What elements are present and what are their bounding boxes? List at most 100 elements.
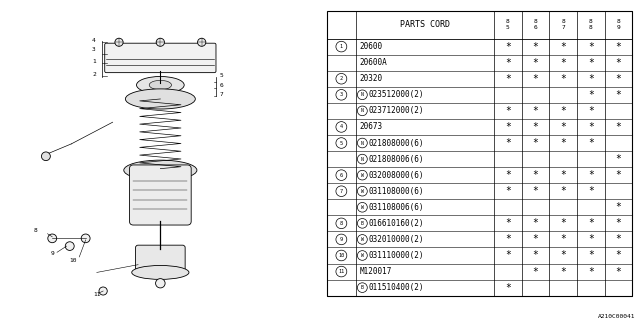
Text: *: * [616,235,621,244]
Text: 032010000(2): 032010000(2) [369,235,424,244]
Text: *: * [588,235,594,244]
Circle shape [198,38,206,46]
Text: 11: 11 [93,292,101,297]
Text: W: W [361,173,364,178]
Text: *: * [616,122,621,132]
Text: *: * [588,186,594,196]
Text: *: * [616,202,621,212]
Text: *: * [588,251,594,260]
Text: *: * [616,74,621,84]
Text: *: * [560,235,566,244]
Text: *: * [560,251,566,260]
Text: *: * [505,122,511,132]
Text: *: * [505,251,511,260]
Text: 8
6: 8 6 [534,20,538,30]
Text: N: N [361,156,364,162]
Ellipse shape [132,266,189,279]
Text: 6: 6 [340,173,343,178]
Text: 2: 2 [340,76,343,81]
FancyBboxPatch shape [129,165,191,225]
Text: 016610160(2): 016610160(2) [369,219,424,228]
Text: *: * [616,218,621,228]
Text: 8
8: 8 8 [589,20,593,30]
Text: *: * [560,218,566,228]
Text: 10: 10 [338,253,344,258]
Text: B: B [361,221,364,226]
Circle shape [48,234,57,243]
Text: N: N [361,108,364,113]
Text: *: * [616,154,621,164]
Text: 3: 3 [92,47,96,52]
Text: 8: 8 [33,228,37,233]
Text: *: * [532,218,538,228]
Text: *: * [588,267,594,276]
Ellipse shape [124,160,197,180]
Text: *: * [616,42,621,52]
Text: *: * [532,42,538,52]
Circle shape [156,279,165,288]
Text: 4: 4 [92,38,96,43]
FancyBboxPatch shape [105,43,216,73]
Circle shape [42,152,51,161]
Text: 6: 6 [219,83,223,88]
Circle shape [99,287,108,295]
Text: *: * [588,122,594,132]
Text: N: N [361,140,364,146]
Text: *: * [532,267,538,276]
Text: 023512000(2): 023512000(2) [369,90,424,99]
Text: W: W [361,253,364,258]
Text: 9: 9 [51,252,54,256]
Text: 3: 3 [340,92,343,97]
Text: 8: 8 [340,221,343,226]
Text: *: * [505,170,511,180]
Text: 1: 1 [340,44,343,49]
Text: *: * [532,74,538,84]
Text: W: W [361,189,364,194]
Text: 023712000(2): 023712000(2) [369,106,424,116]
Text: *: * [588,42,594,52]
Text: 5: 5 [340,140,343,146]
Text: *: * [616,267,621,276]
Text: 20320: 20320 [360,74,383,83]
Text: 11: 11 [338,269,344,274]
Text: *: * [532,251,538,260]
Text: *: * [505,235,511,244]
Text: 031110000(2): 031110000(2) [369,251,424,260]
Text: *: * [532,235,538,244]
Text: *: * [616,170,621,180]
Text: 4: 4 [340,124,343,129]
Text: *: * [616,251,621,260]
Text: 20600A: 20600A [360,58,388,67]
Text: 5: 5 [219,73,223,78]
Text: B: B [361,285,364,290]
Text: *: * [588,90,594,100]
Text: 2: 2 [92,72,96,77]
Text: *: * [505,186,511,196]
Text: *: * [588,218,594,228]
Text: 8
7: 8 7 [561,20,565,30]
Ellipse shape [125,89,195,109]
Text: *: * [560,58,566,68]
Text: W: W [361,237,364,242]
Circle shape [65,242,74,251]
Text: W: W [361,205,364,210]
Text: *: * [532,122,538,132]
Text: 10: 10 [70,258,77,263]
Text: *: * [560,42,566,52]
Text: 7: 7 [340,189,343,194]
Text: *: * [616,90,621,100]
Circle shape [156,38,164,46]
Text: *: * [532,170,538,180]
Text: 021808006(6): 021808006(6) [369,155,424,164]
Text: *: * [505,74,511,84]
Text: *: * [560,106,566,116]
Text: 20600: 20600 [360,42,383,51]
Text: *: * [560,138,566,148]
Text: *: * [505,218,511,228]
Text: *: * [505,106,511,116]
Text: 20673: 20673 [360,123,383,132]
Text: *: * [532,106,538,116]
Circle shape [81,234,90,243]
Text: *: * [588,106,594,116]
Text: M120017: M120017 [360,267,392,276]
